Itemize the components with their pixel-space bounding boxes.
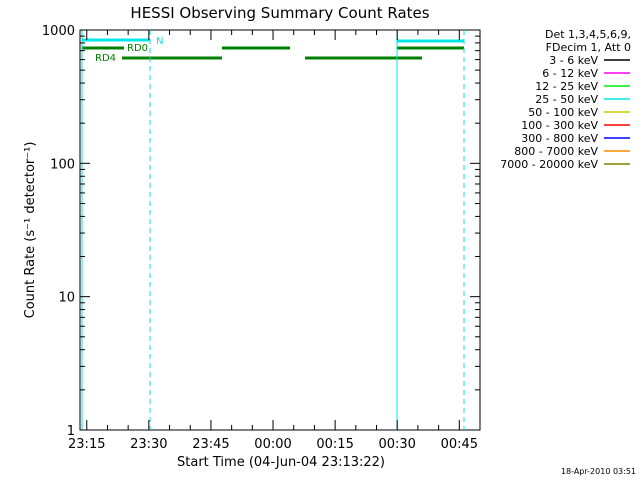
x-tick-label: 00:30 — [378, 437, 415, 452]
legend-label: 12 - 25 keV — [535, 80, 598, 93]
chart-title: HESSI Observing Summary Count Rates — [130, 4, 429, 22]
legend-label: 50 - 100 keV — [528, 106, 598, 119]
legend: Det 1,3,4,5,6,9, FDecim 1, Att 0 3 - 6 k… — [500, 28, 631, 171]
legend-label: 7000 - 20000 keV — [500, 158, 598, 171]
y-tick-label: 100 — [50, 157, 75, 172]
legend-header-line-2: FDecim 1, Att 0 — [546, 41, 631, 54]
x-axis-label: Start Time (04-Jun-04 23:13:22) — [177, 455, 385, 470]
flag-bars — [82, 38, 464, 60]
x-tick-label: 00:00 — [254, 437, 291, 452]
timestamp-stamp: 18-Apr-2010 03:51 — [561, 467, 636, 476]
y-tick-label: 1 — [67, 424, 75, 439]
legend-label: 6 - 12 keV — [542, 67, 598, 80]
x-ticks: 23:15 23:30 23:45 00:00 00:15 00:30 00:45 — [68, 30, 478, 452]
legend-header-line-1: Det 1,3,4,5,6,9, — [545, 28, 631, 41]
y-tick-label: 10 — [58, 291, 75, 306]
x-tick-label: 00:45 — [441, 437, 478, 452]
legend-label: 3 - 6 keV — [549, 54, 598, 67]
legend-label: 100 - 300 keV — [521, 119, 598, 132]
y-ticks: 1 10 100 1000 — [42, 24, 480, 439]
annotation-n: N — [156, 36, 163, 47]
y-axis-label: Count Rate (s⁻¹ detector⁻¹) — [23, 142, 38, 319]
annotation-rd0: RD0 — [127, 43, 148, 54]
x-tick-label: 23:15 — [68, 437, 105, 452]
attenuator-markers — [81, 30, 465, 430]
x-tick-label: 23:30 — [130, 437, 167, 452]
legend-label: 25 - 50 keV — [535, 93, 598, 106]
legend-label: 300 - 800 keV — [521, 132, 598, 145]
x-tick-label: 23:45 — [192, 437, 229, 452]
x-tick-label: 00:15 — [316, 437, 353, 452]
plot-frame — [79, 29, 481, 431]
annotation-rd4: RD4 — [95, 53, 116, 64]
y-tick-label: 1000 — [42, 24, 75, 39]
legend-label: 800 - 7000 keV — [514, 145, 598, 158]
